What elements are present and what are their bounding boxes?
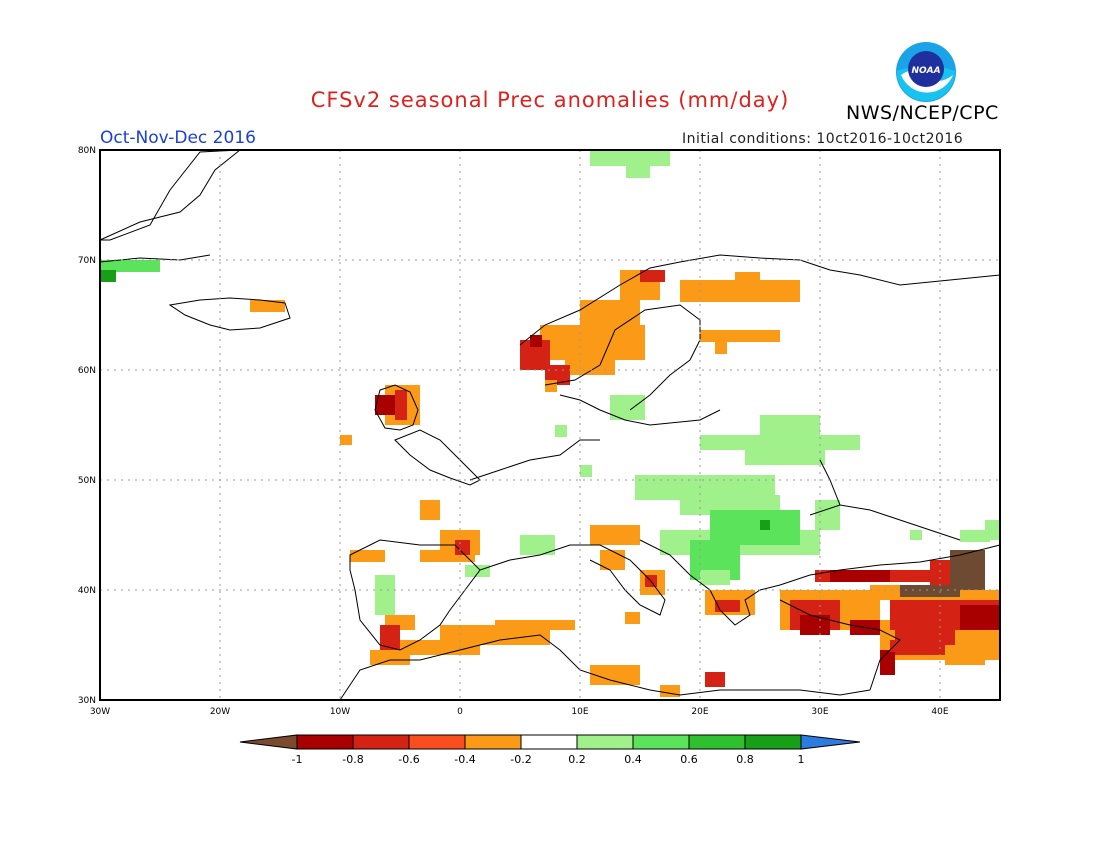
lon-tick: 10W — [330, 707, 350, 717]
noaa-logo-icon: NOAA — [896, 42, 956, 102]
lon-tick: 30E — [811, 707, 828, 717]
legend-label: 0.4 — [624, 753, 642, 766]
color-legend: -1 -0.8 -0.6 -0.4 -0.2 0.2 0.4 0.6 0.8 1 — [239, 734, 861, 766]
anomaly-cells — [100, 150, 1000, 697]
legend-swatch — [632, 734, 690, 750]
legend-arrow-low — [239, 734, 298, 750]
lon-tick: 10E — [571, 707, 588, 717]
legend-label: 0.8 — [736, 753, 754, 766]
lon-tick: 30W — [90, 707, 110, 717]
legend-swatch — [688, 734, 746, 750]
legend-label: -0.6 — [398, 753, 419, 766]
map-frame — [99, 149, 1001, 701]
legend-label: -1 — [292, 753, 303, 766]
lon-tick: 20W — [210, 707, 230, 717]
lon-tick: 40E — [931, 707, 948, 717]
legend-swatch — [744, 734, 802, 750]
lat-tick: 70N — [78, 256, 96, 266]
legend-label: -0.8 — [342, 753, 363, 766]
legend-swatch — [408, 734, 466, 750]
graticule — [100, 150, 1000, 700]
legend-label: 1 — [798, 753, 805, 766]
legend-swatch — [576, 734, 634, 750]
legend-arrow-high — [800, 734, 861, 750]
lat-tick-labels: 80N 70N 60N 50N 40N 30N — [78, 146, 96, 706]
period-label: Oct-Nov-Dec 2016 — [100, 128, 256, 148]
lon-tick: 20E — [691, 707, 708, 717]
agency-label: NWS/NCEP/CPC — [846, 102, 999, 124]
lat-tick: 60N — [78, 366, 96, 376]
initial-conditions-label: Initial conditions: 10ct2016-10ct2016 — [682, 131, 964, 147]
legend-swatch — [296, 734, 354, 750]
lon-tick-labels: 30W 20W 10W 0 10E 20E 30E 40E — [90, 707, 949, 717]
lat-tick: 80N — [78, 146, 96, 156]
legend-label: 0.2 — [568, 753, 586, 766]
legend-swatch — [352, 734, 410, 750]
legend-swatch — [464, 734, 522, 750]
lon-tick: 0 — [457, 707, 463, 717]
logo-text: NOAA — [911, 66, 940, 76]
lat-tick: 50N — [78, 476, 96, 486]
legend-label: -0.2 — [510, 753, 531, 766]
lat-tick: 40N — [78, 586, 96, 596]
lat-tick: 30N — [78, 696, 96, 706]
legend-label: -0.4 — [454, 753, 475, 766]
chart-title: CFSv2 seasonal Prec anomalies (mm/day) — [310, 88, 790, 112]
legend-swatch — [520, 734, 578, 750]
legend-label: 0.6 — [680, 753, 698, 766]
